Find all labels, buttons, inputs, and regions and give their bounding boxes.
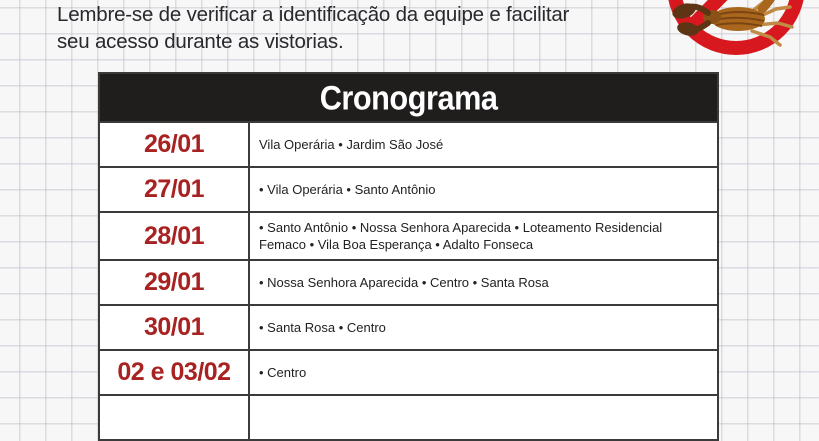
areas-cell: • Santa Rosa • Centro — [259, 320, 386, 335]
table-row: 29/01 • Nossa Senhora Aparecida • Centro… — [100, 259, 717, 304]
table-row: 27/01 • Vila Operária • Santo Antônio — [100, 166, 717, 211]
intro-line-2: seu acesso durante as vistorias. — [57, 30, 344, 53]
prohibition-ring — [668, 0, 804, 55]
date-cell: 02 e 03/02 — [100, 351, 250, 394]
table-header: Cronograma — [100, 74, 717, 121]
table-row: 28/01 • Santo Antônio • Nossa Senhora Ap… — [100, 211, 717, 259]
table-row: 02 e 03/02 • Centro — [100, 349, 717, 394]
schedule-table: Cronograma 26/01 Vila Operária • Jardim … — [98, 72, 719, 441]
date-cell: 26/01 — [100, 123, 250, 166]
areas-cell: • Centro — [259, 365, 307, 380]
areas-cell: • Nossa Senhora Aparecida • Centro • San… — [259, 275, 549, 290]
date-cell: 27/01 — [100, 168, 250, 211]
date-cell: 28/01 — [100, 213, 250, 259]
table-row: 30/01 • Santa Rosa • Centro — [100, 304, 717, 349]
areas-cell: • Vila Operária • Santo Antônio — [259, 182, 436, 197]
intro-text: Lembre-se de verificar a identificação d… — [57, 1, 569, 55]
date-cell: 29/01 — [100, 261, 250, 304]
table-body: 26/01 Vila Operária • Jardim São José 27… — [100, 121, 717, 394]
intro-line-1: Lembre-se de verificar a identificação d… — [57, 3, 570, 26]
table-row: 26/01 Vila Operária • Jardim São José — [100, 121, 717, 166]
date-cell — [100, 396, 250, 439]
scorpion-illustration — [672, 0, 794, 47]
no-scorpion-icon — [668, 0, 804, 55]
areas-cell — [250, 396, 717, 439]
table-title: Cronograma — [319, 77, 498, 117]
areas-cell: Vila Operária • Jardim São José — [259, 137, 444, 152]
areas-cell: • Santo Antônio • Nossa Senhora Aparecid… — [259, 220, 663, 252]
table-row-partial — [100, 394, 717, 439]
date-cell: 30/01 — [100, 306, 250, 349]
